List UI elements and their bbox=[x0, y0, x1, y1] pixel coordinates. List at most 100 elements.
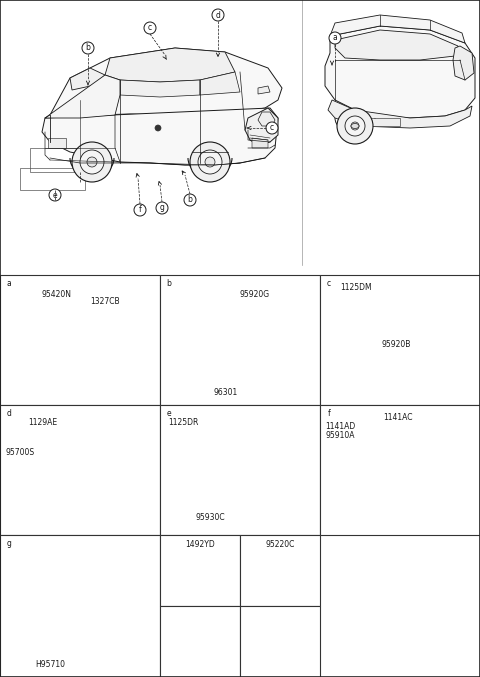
Ellipse shape bbox=[351, 123, 359, 129]
Circle shape bbox=[233, 333, 237, 337]
Circle shape bbox=[345, 116, 365, 136]
Polygon shape bbox=[205, 480, 220, 500]
Polygon shape bbox=[50, 48, 282, 118]
Text: e: e bbox=[167, 410, 171, 418]
Polygon shape bbox=[232, 432, 302, 482]
Polygon shape bbox=[328, 100, 472, 128]
Text: 96301: 96301 bbox=[213, 388, 237, 397]
Circle shape bbox=[10, 340, 18, 348]
Polygon shape bbox=[330, 15, 465, 43]
Bar bbox=[256, 622, 300, 650]
Bar bbox=[450, 505, 465, 517]
Polygon shape bbox=[328, 495, 470, 510]
Text: g: g bbox=[7, 540, 12, 548]
Bar bbox=[0, 535, 160, 677]
Bar bbox=[320, 275, 480, 405]
Bar bbox=[16, 459, 60, 489]
Polygon shape bbox=[12, 332, 28, 348]
Polygon shape bbox=[18, 552, 68, 590]
Circle shape bbox=[195, 457, 201, 463]
Bar bbox=[240, 606, 320, 677]
Bar bbox=[282, 658, 287, 662]
Polygon shape bbox=[325, 26, 475, 118]
Circle shape bbox=[449, 347, 455, 353]
Circle shape bbox=[163, 278, 175, 290]
Bar bbox=[217, 368, 231, 376]
Circle shape bbox=[197, 632, 203, 638]
Polygon shape bbox=[42, 108, 278, 165]
Bar bbox=[266, 658, 271, 662]
Circle shape bbox=[230, 330, 240, 340]
Text: c: c bbox=[270, 123, 274, 133]
Circle shape bbox=[198, 150, 222, 174]
Polygon shape bbox=[10, 540, 72, 602]
Circle shape bbox=[323, 408, 335, 420]
Text: 95220C: 95220C bbox=[265, 540, 295, 549]
Text: f: f bbox=[139, 206, 142, 215]
Bar bbox=[252, 618, 304, 658]
Polygon shape bbox=[218, 425, 310, 506]
Bar bbox=[360, 118, 400, 126]
Circle shape bbox=[49, 189, 61, 201]
Polygon shape bbox=[355, 296, 366, 305]
Text: 1125DR: 1125DR bbox=[168, 418, 198, 427]
Text: e: e bbox=[53, 190, 57, 200]
Circle shape bbox=[96, 576, 140, 620]
Text: b: b bbox=[85, 43, 90, 53]
Text: 1141AD: 1141AD bbox=[325, 422, 355, 431]
Circle shape bbox=[184, 194, 196, 206]
Circle shape bbox=[144, 22, 156, 34]
Polygon shape bbox=[22, 325, 140, 350]
Text: b: b bbox=[167, 280, 171, 288]
Text: 95930C: 95930C bbox=[195, 513, 225, 522]
Text: H95710: H95710 bbox=[35, 660, 65, 669]
Text: 1492YD: 1492YD bbox=[185, 540, 215, 549]
Bar bbox=[48, 138, 66, 148]
Circle shape bbox=[87, 157, 97, 167]
Text: d: d bbox=[216, 11, 220, 20]
Polygon shape bbox=[164, 303, 270, 360]
Text: f: f bbox=[328, 410, 330, 418]
Circle shape bbox=[82, 42, 94, 54]
Text: 1129AE: 1129AE bbox=[28, 418, 57, 427]
Polygon shape bbox=[258, 86, 270, 94]
Bar bbox=[64, 462, 72, 474]
Polygon shape bbox=[200, 72, 240, 95]
Circle shape bbox=[138, 329, 148, 339]
Text: g: g bbox=[159, 204, 165, 213]
Circle shape bbox=[111, 591, 125, 605]
Polygon shape bbox=[45, 430, 56, 439]
Circle shape bbox=[329, 32, 341, 44]
Circle shape bbox=[72, 142, 112, 182]
Text: 95700S: 95700S bbox=[5, 448, 34, 457]
Text: b: b bbox=[188, 196, 192, 204]
Polygon shape bbox=[70, 68, 105, 90]
Circle shape bbox=[337, 108, 373, 144]
Bar bbox=[5, 552, 13, 564]
Bar bbox=[258, 658, 263, 662]
Circle shape bbox=[115, 595, 121, 601]
Polygon shape bbox=[120, 80, 200, 97]
Bar bbox=[12, 455, 64, 493]
Polygon shape bbox=[335, 30, 458, 60]
Circle shape bbox=[186, 448, 210, 472]
Bar bbox=[0, 275, 160, 405]
Bar bbox=[330, 505, 345, 517]
Polygon shape bbox=[361, 431, 372, 440]
Polygon shape bbox=[421, 428, 430, 436]
Circle shape bbox=[351, 122, 359, 130]
Text: 1125DM: 1125DM bbox=[340, 283, 372, 292]
Circle shape bbox=[155, 125, 161, 131]
Text: c: c bbox=[327, 280, 331, 288]
Polygon shape bbox=[75, 440, 145, 524]
Polygon shape bbox=[105, 48, 235, 82]
Text: 1141AC: 1141AC bbox=[383, 413, 412, 422]
Circle shape bbox=[266, 122, 278, 134]
Circle shape bbox=[190, 142, 230, 182]
Text: 1327CB: 1327CB bbox=[90, 297, 120, 306]
Text: 95910A: 95910A bbox=[325, 431, 355, 440]
Circle shape bbox=[3, 278, 15, 290]
Circle shape bbox=[442, 340, 462, 360]
Circle shape bbox=[226, 326, 244, 344]
Bar bbox=[320, 405, 480, 535]
